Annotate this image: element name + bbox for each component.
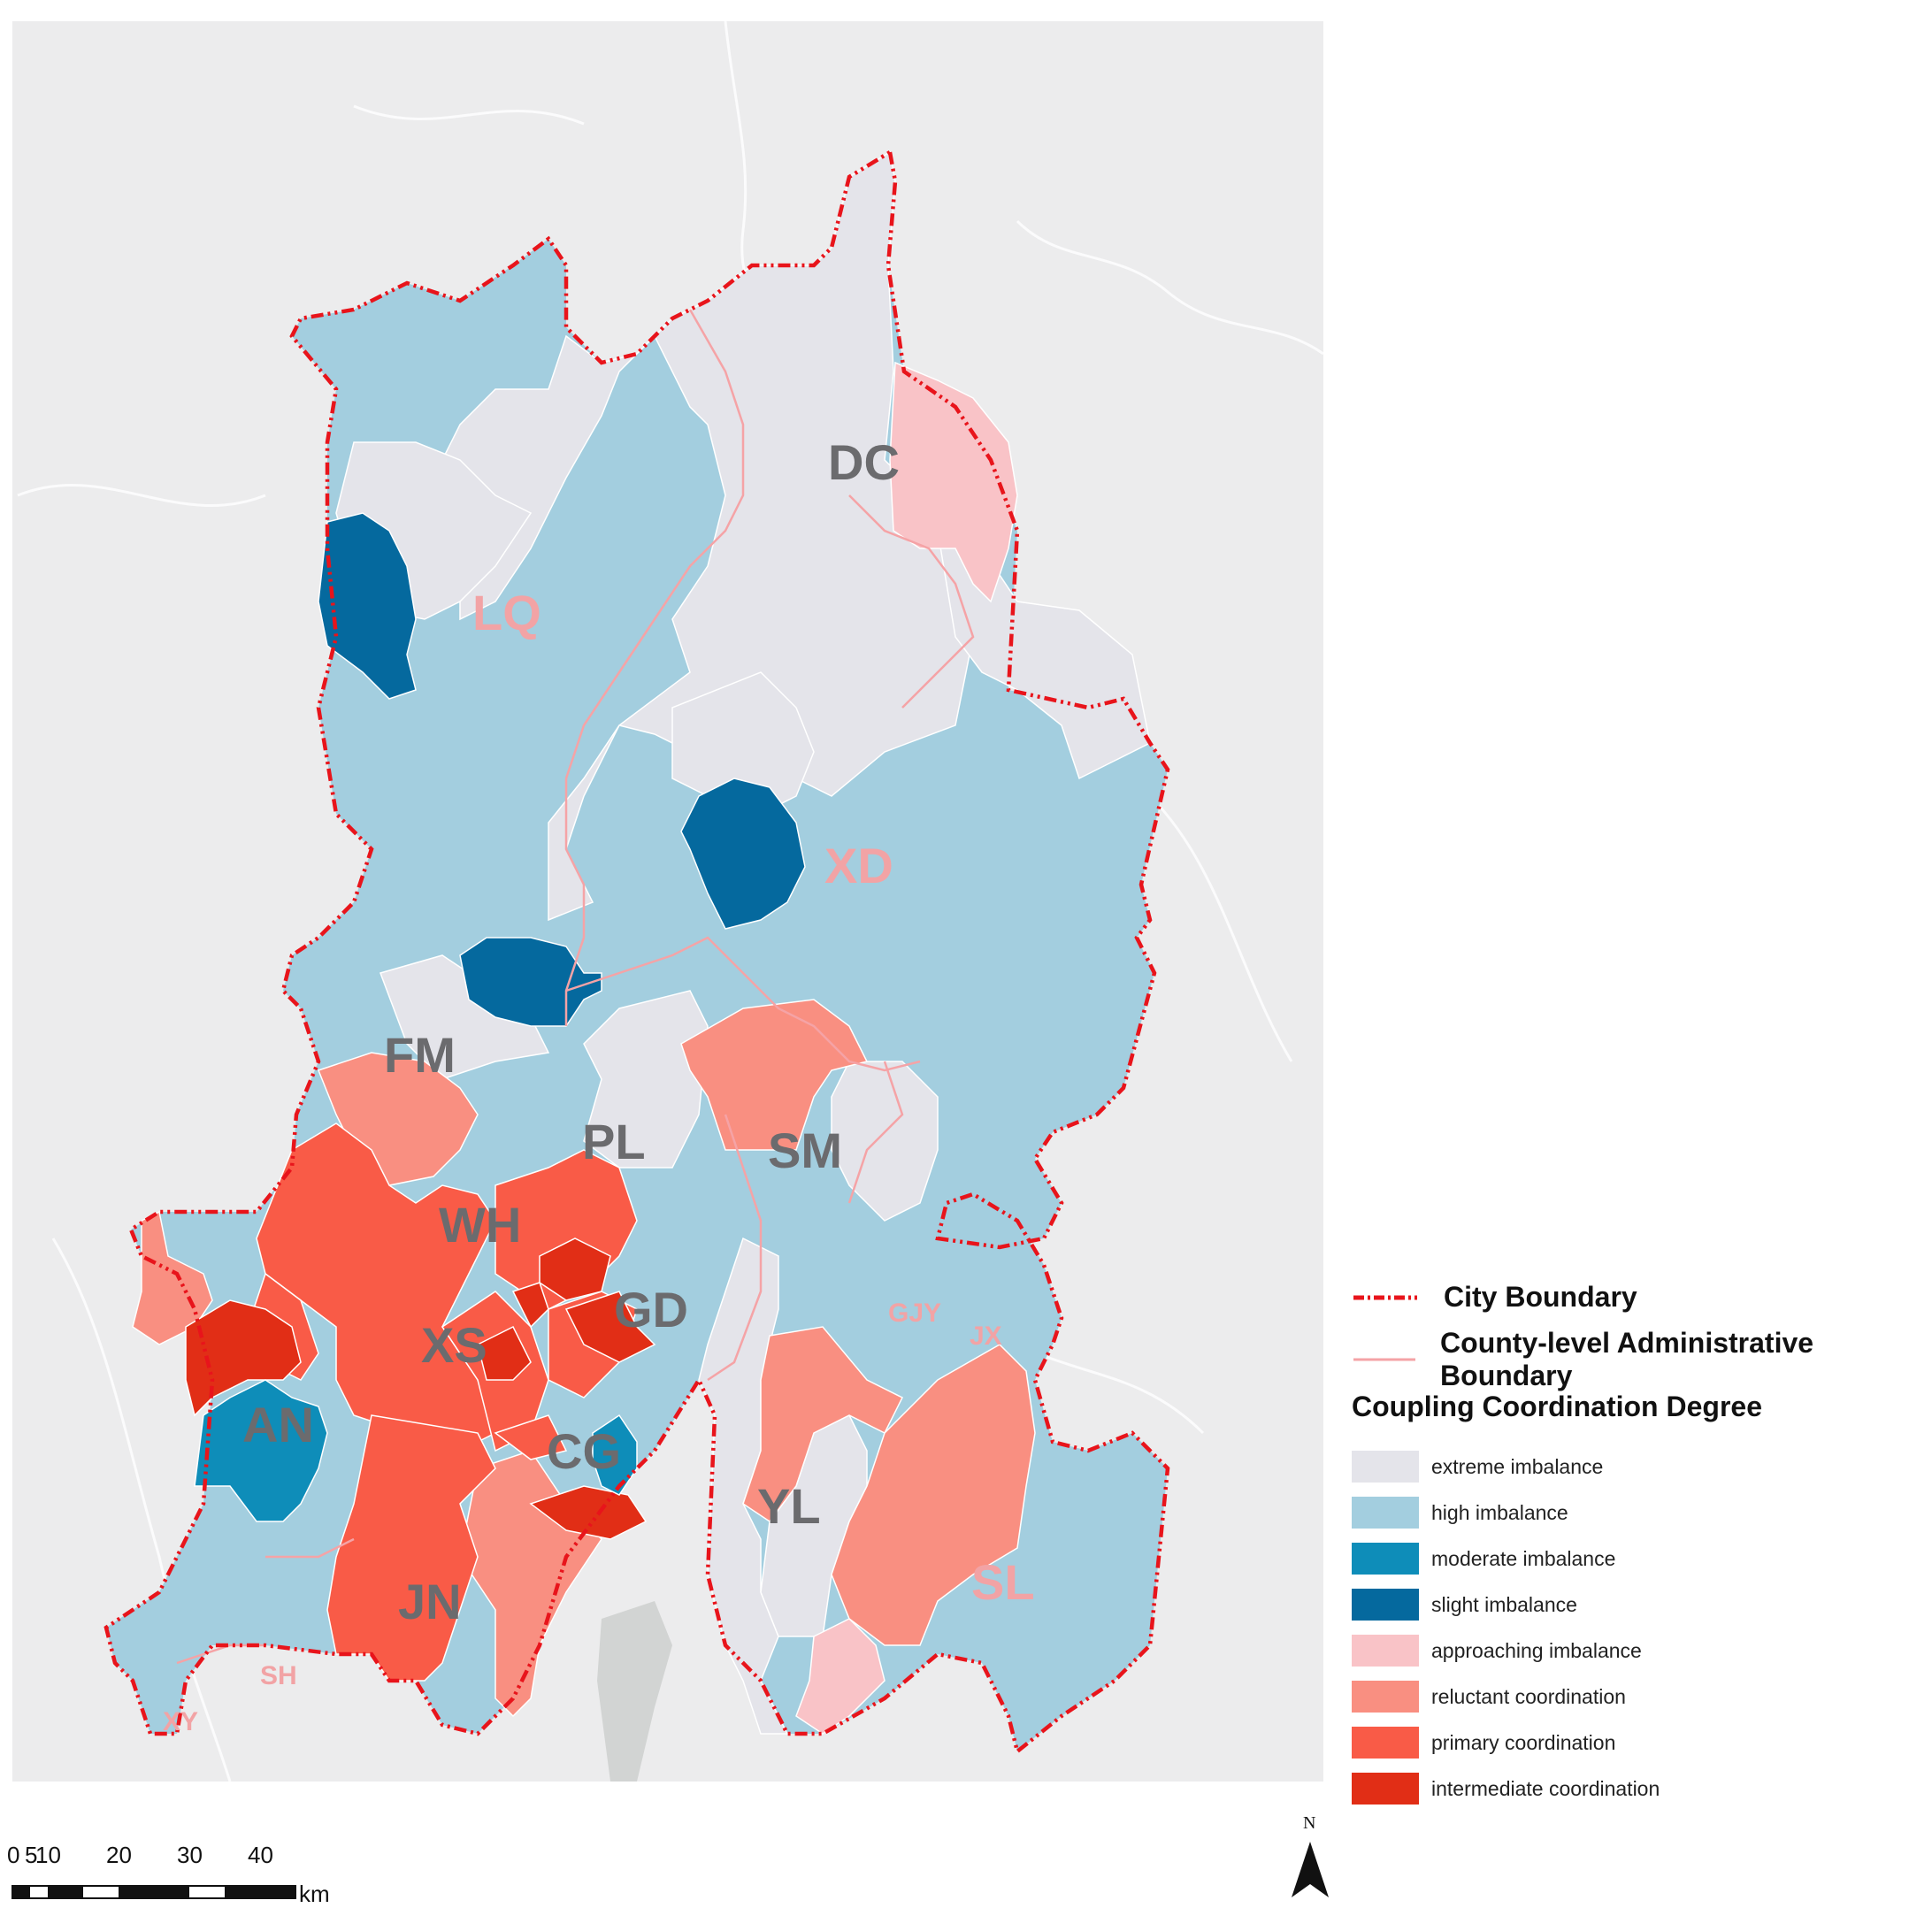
legend-item-label: approaching imbalance xyxy=(1431,1638,1642,1662)
approaching-imbalance-regions xyxy=(795,361,1018,1735)
legend-item: primary coordination xyxy=(1352,1727,1615,1759)
county-label-cg: CG xyxy=(547,1423,621,1479)
county-boundary-symbol xyxy=(1353,1358,1416,1361)
county-label-xs: XS xyxy=(421,1317,487,1373)
city-boundary xyxy=(104,149,1170,1755)
legend-item: intermediate coordination xyxy=(1352,1773,1660,1805)
scale-bar: 0 5 10 20 30 40 km xyxy=(0,1842,372,1907)
legend-item: high imbalance xyxy=(1352,1497,1568,1529)
lake xyxy=(597,1601,672,1782)
map-canvas xyxy=(17,21,1323,1782)
county-label-sm: SM xyxy=(768,1123,842,1178)
legend: City Boundary County-level Administrativ… xyxy=(1352,1274,1927,1805)
county-label-wh: WH xyxy=(439,1197,522,1253)
county-label-gjy: GJY xyxy=(888,1299,942,1328)
legend-item-label: slight imbalance xyxy=(1431,1592,1577,1616)
county-label-xy: XY xyxy=(163,1707,199,1736)
county-label-dc: DC xyxy=(828,434,900,490)
legend-swatch xyxy=(1352,1635,1419,1667)
scale-bar-graphic xyxy=(12,1885,296,1899)
scale-tick-label: 40 xyxy=(248,1842,273,1868)
legend-item-label: moderate imbalance xyxy=(1431,1546,1616,1570)
legend-city-boundary-label: City Boundary xyxy=(1444,1281,1637,1313)
primary-coordination-regions xyxy=(247,1123,638,1682)
legend-city-boundary: City Boundary xyxy=(1352,1281,1637,1314)
north-arrow-icon xyxy=(1292,1842,1329,1897)
map-frame: DC LQ XD FM PL SM WH GD XS AN CG YL JN S… xyxy=(12,21,1323,1782)
legend-item: slight imbalance xyxy=(1352,1589,1577,1621)
legend-swatch xyxy=(1352,1773,1419,1805)
moderate-imbalance-regions xyxy=(194,1379,638,1522)
legend-item-label: extreme imbalance xyxy=(1431,1454,1604,1478)
scale-tick-label: 30 xyxy=(177,1842,203,1868)
county-label-jn: JN xyxy=(398,1574,462,1629)
county-label-yl: YL xyxy=(757,1478,821,1534)
county-label-jx: JX xyxy=(970,1322,1002,1351)
legend-item: reluctant coordination xyxy=(1352,1681,1626,1713)
legend-swatch xyxy=(1352,1543,1419,1575)
scale-tick-label: 5 xyxy=(25,1842,38,1868)
legend-county-boundary-label: County-level Administrative Boundary xyxy=(1440,1327,1814,1391)
legend-item-label: intermediate coordination xyxy=(1431,1776,1660,1800)
county-label-pl: PL xyxy=(582,1114,646,1169)
legend-item-label: reluctant coordination xyxy=(1431,1684,1626,1708)
county-label-gd: GD xyxy=(614,1282,688,1337)
legend-item: moderate imbalance xyxy=(1352,1543,1615,1575)
intermediate-coordination-regions xyxy=(185,1238,656,1540)
legend-swatch xyxy=(1352,1451,1419,1483)
county-label-an: AN xyxy=(242,1397,314,1452)
legend-swatch xyxy=(1352,1727,1419,1759)
city-boundary-symbol xyxy=(1353,1295,1417,1299)
legend-swatch xyxy=(1352,1589,1419,1621)
county-label-fm: FM xyxy=(384,1027,456,1083)
county-label-lq: LQ xyxy=(472,585,541,640)
legend-swatch xyxy=(1352,1497,1419,1529)
north-letter: N xyxy=(1303,1813,1316,1833)
scale-unit: km xyxy=(299,1881,330,1907)
scale-tick-label: 20 xyxy=(106,1842,132,1868)
scale-tick-label: 10 xyxy=(35,1842,61,1868)
county-label-sh: SH xyxy=(260,1661,297,1690)
legend-heading: Coupling Coordination Degree xyxy=(1352,1391,1762,1422)
scale-tick-label: 0 xyxy=(7,1842,20,1868)
legend-item-label: primary coordination xyxy=(1431,1730,1616,1754)
legend-item-label: high imbalance xyxy=(1431,1500,1568,1524)
county-label-xd: XD xyxy=(824,838,893,893)
legend-item: approaching imbalance xyxy=(1352,1635,1642,1667)
legend-item: extreme imbalance xyxy=(1352,1451,1603,1483)
legend-swatch xyxy=(1352,1681,1419,1713)
county-label-sl: SL xyxy=(971,1554,1035,1610)
county-boundaries xyxy=(176,309,975,1665)
legend-county-boundary: County-level Administrative Boundary xyxy=(1352,1327,1927,1392)
